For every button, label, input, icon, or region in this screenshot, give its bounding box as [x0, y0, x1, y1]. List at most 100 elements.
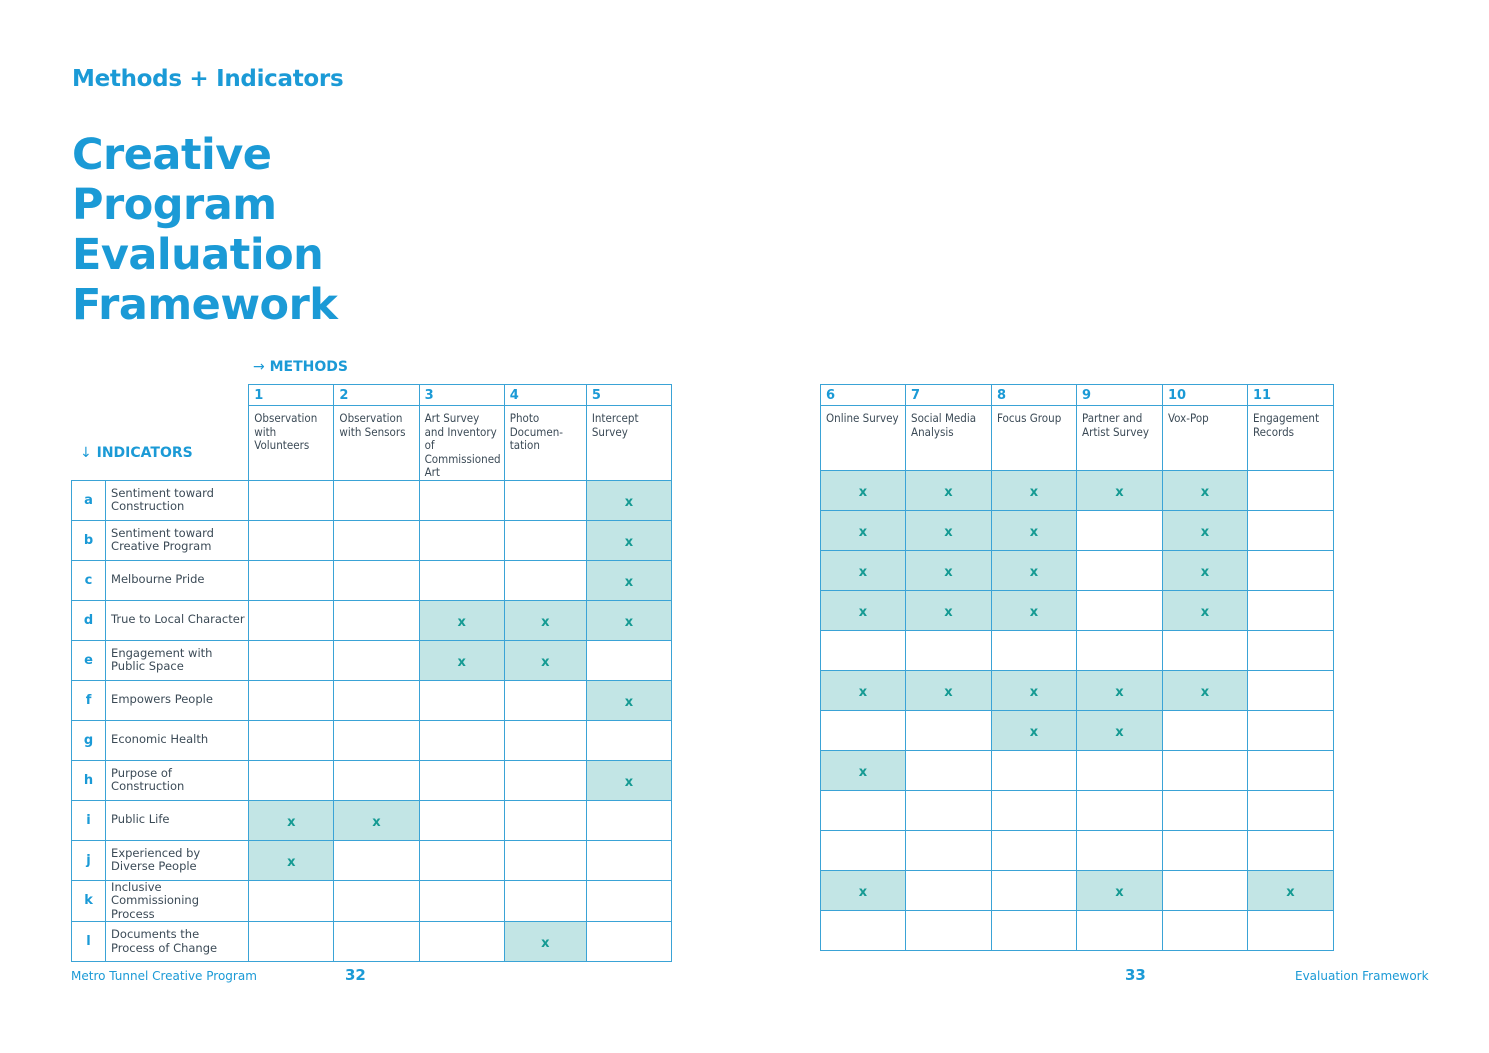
indicator-row: [820, 630, 1334, 671]
method-name: Intercept Survey: [585, 405, 673, 481]
check-mark: x: [858, 765, 868, 780]
method-number-row: 6 7 8 9 10 11: [820, 384, 1334, 406]
matrix-cell: [820, 710, 906, 751]
blank-corner: [72, 385, 249, 481]
indicator-name: Empowers People: [105, 679, 250, 721]
matrix-cell: [1247, 790, 1334, 831]
check-mark: x: [624, 774, 634, 790]
check-mark: x: [1029, 525, 1039, 540]
indicator-row: j Experienced by Diverse People x: [70, 839, 673, 881]
section-label: Methods + Indicators: [72, 66, 344, 92]
matrix-cell: x: [820, 510, 906, 551]
title-line: Framework: [72, 280, 338, 330]
indicator-name: True to Local Character: [105, 599, 250, 641]
matrix-cell: x: [905, 510, 992, 551]
matrix-cell: [1247, 670, 1334, 711]
matrix-cell: [503, 879, 587, 922]
matrix-cell: [1162, 790, 1248, 831]
indicator-row: [820, 790, 1334, 831]
matrix-cell: [991, 630, 1077, 671]
method-number: 2: [333, 384, 420, 406]
matrix-cell: x: [905, 550, 992, 591]
indicator-name: Sentiment toward Creative Program: [105, 519, 250, 561]
check-mark: x: [1200, 565, 1210, 580]
matrix-cell: x: [1162, 590, 1248, 631]
matrix-cell: [503, 759, 587, 801]
matrix-cell: x: [1162, 550, 1248, 591]
matrix-cell: [585, 879, 673, 922]
check-mark: x: [1200, 525, 1210, 540]
matrix-cell: [1247, 630, 1334, 671]
method-name-row: Online Survey Social Media Analysis Focus …: [820, 405, 1334, 471]
matrix-cell: [503, 559, 587, 601]
check-mark: x: [624, 534, 634, 550]
indicator-row: [820, 910, 1334, 951]
indicator-name: Engagement with Public Space: [105, 639, 250, 681]
method-number: 8: [991, 384, 1077, 406]
matrix-cell: x: [991, 710, 1077, 751]
matrix-cell: [1247, 750, 1334, 791]
check-mark: x: [1286, 885, 1295, 900]
indicator-name: Economic Health: [105, 719, 250, 761]
method-number: 10: [1162, 384, 1248, 406]
matrix-cell: [418, 839, 505, 881]
matrix-cell: [248, 921, 335, 962]
matrix-cell: x: [905, 670, 992, 711]
indicator-row: i Public Life x x: [70, 799, 673, 841]
check-mark: x: [1029, 725, 1039, 740]
matrix-cell: x: [503, 599, 587, 641]
left-matrix-table: 1 2 3 4 5 Observation with Volunteers Observat…: [70, 384, 673, 962]
method-number: 3: [418, 384, 505, 406]
method-name-row: Observation with Volunteers Observation w…: [72, 405, 673, 481]
matrix-cell: [333, 479, 420, 521]
matrix-cell: x: [418, 599, 505, 641]
check-mark: x: [858, 605, 868, 620]
indicator-letter: l: [70, 921, 107, 962]
matrix-cell: [503, 799, 587, 841]
matrix-cell: [1247, 470, 1334, 511]
check-mark: x: [1200, 485, 1210, 500]
matrix-cell: x: [585, 599, 673, 641]
check-mark: x: [1115, 685, 1124, 700]
check-mark: x: [1200, 685, 1210, 700]
check-mark: x: [287, 854, 296, 870]
check-mark: x: [287, 814, 296, 830]
matrix-cell: x: [820, 670, 906, 711]
page-number-right: 33: [1125, 966, 1146, 984]
matrix-cell: [820, 910, 906, 951]
matrix-cell: [905, 870, 992, 911]
check-mark: x: [944, 605, 953, 620]
indicator-row: [820, 830, 1334, 871]
matrix-cell: [1247, 910, 1334, 951]
matrix-cell: x: [1076, 710, 1163, 751]
matrix-cell: [1076, 590, 1163, 631]
matrix-cell: [503, 719, 587, 761]
check-mark: x: [541, 936, 550, 951]
indicator-row: d True to Local Character x x x: [70, 599, 673, 641]
matrix-cell: [1162, 910, 1248, 951]
check-mark: x: [1115, 885, 1124, 900]
matrix-cell: x: [1076, 670, 1163, 711]
method-name: Focus Group: [991, 405, 1077, 471]
matrix-cell: [333, 719, 420, 761]
matrix-cell: x: [585, 479, 673, 521]
matrix-cell: [820, 630, 906, 671]
method-name: Online Survey: [820, 405, 906, 471]
title-line: Program: [72, 180, 277, 230]
matrix-cell: [248, 679, 335, 721]
matrix-cell: [418, 519, 505, 561]
matrix-cell: [248, 639, 335, 681]
method-number: 7: [905, 384, 992, 406]
method-number: 9: [1076, 384, 1163, 406]
matrix-cell: x: [991, 590, 1077, 631]
title-line: Creative: [72, 130, 272, 180]
matrix-cell: [333, 559, 420, 601]
check-mark: x: [858, 485, 868, 500]
matrix-cell: [1247, 830, 1334, 871]
check-mark: x: [624, 574, 634, 590]
matrix-cell: [503, 839, 587, 881]
matrix-cell: x: [248, 839, 335, 881]
